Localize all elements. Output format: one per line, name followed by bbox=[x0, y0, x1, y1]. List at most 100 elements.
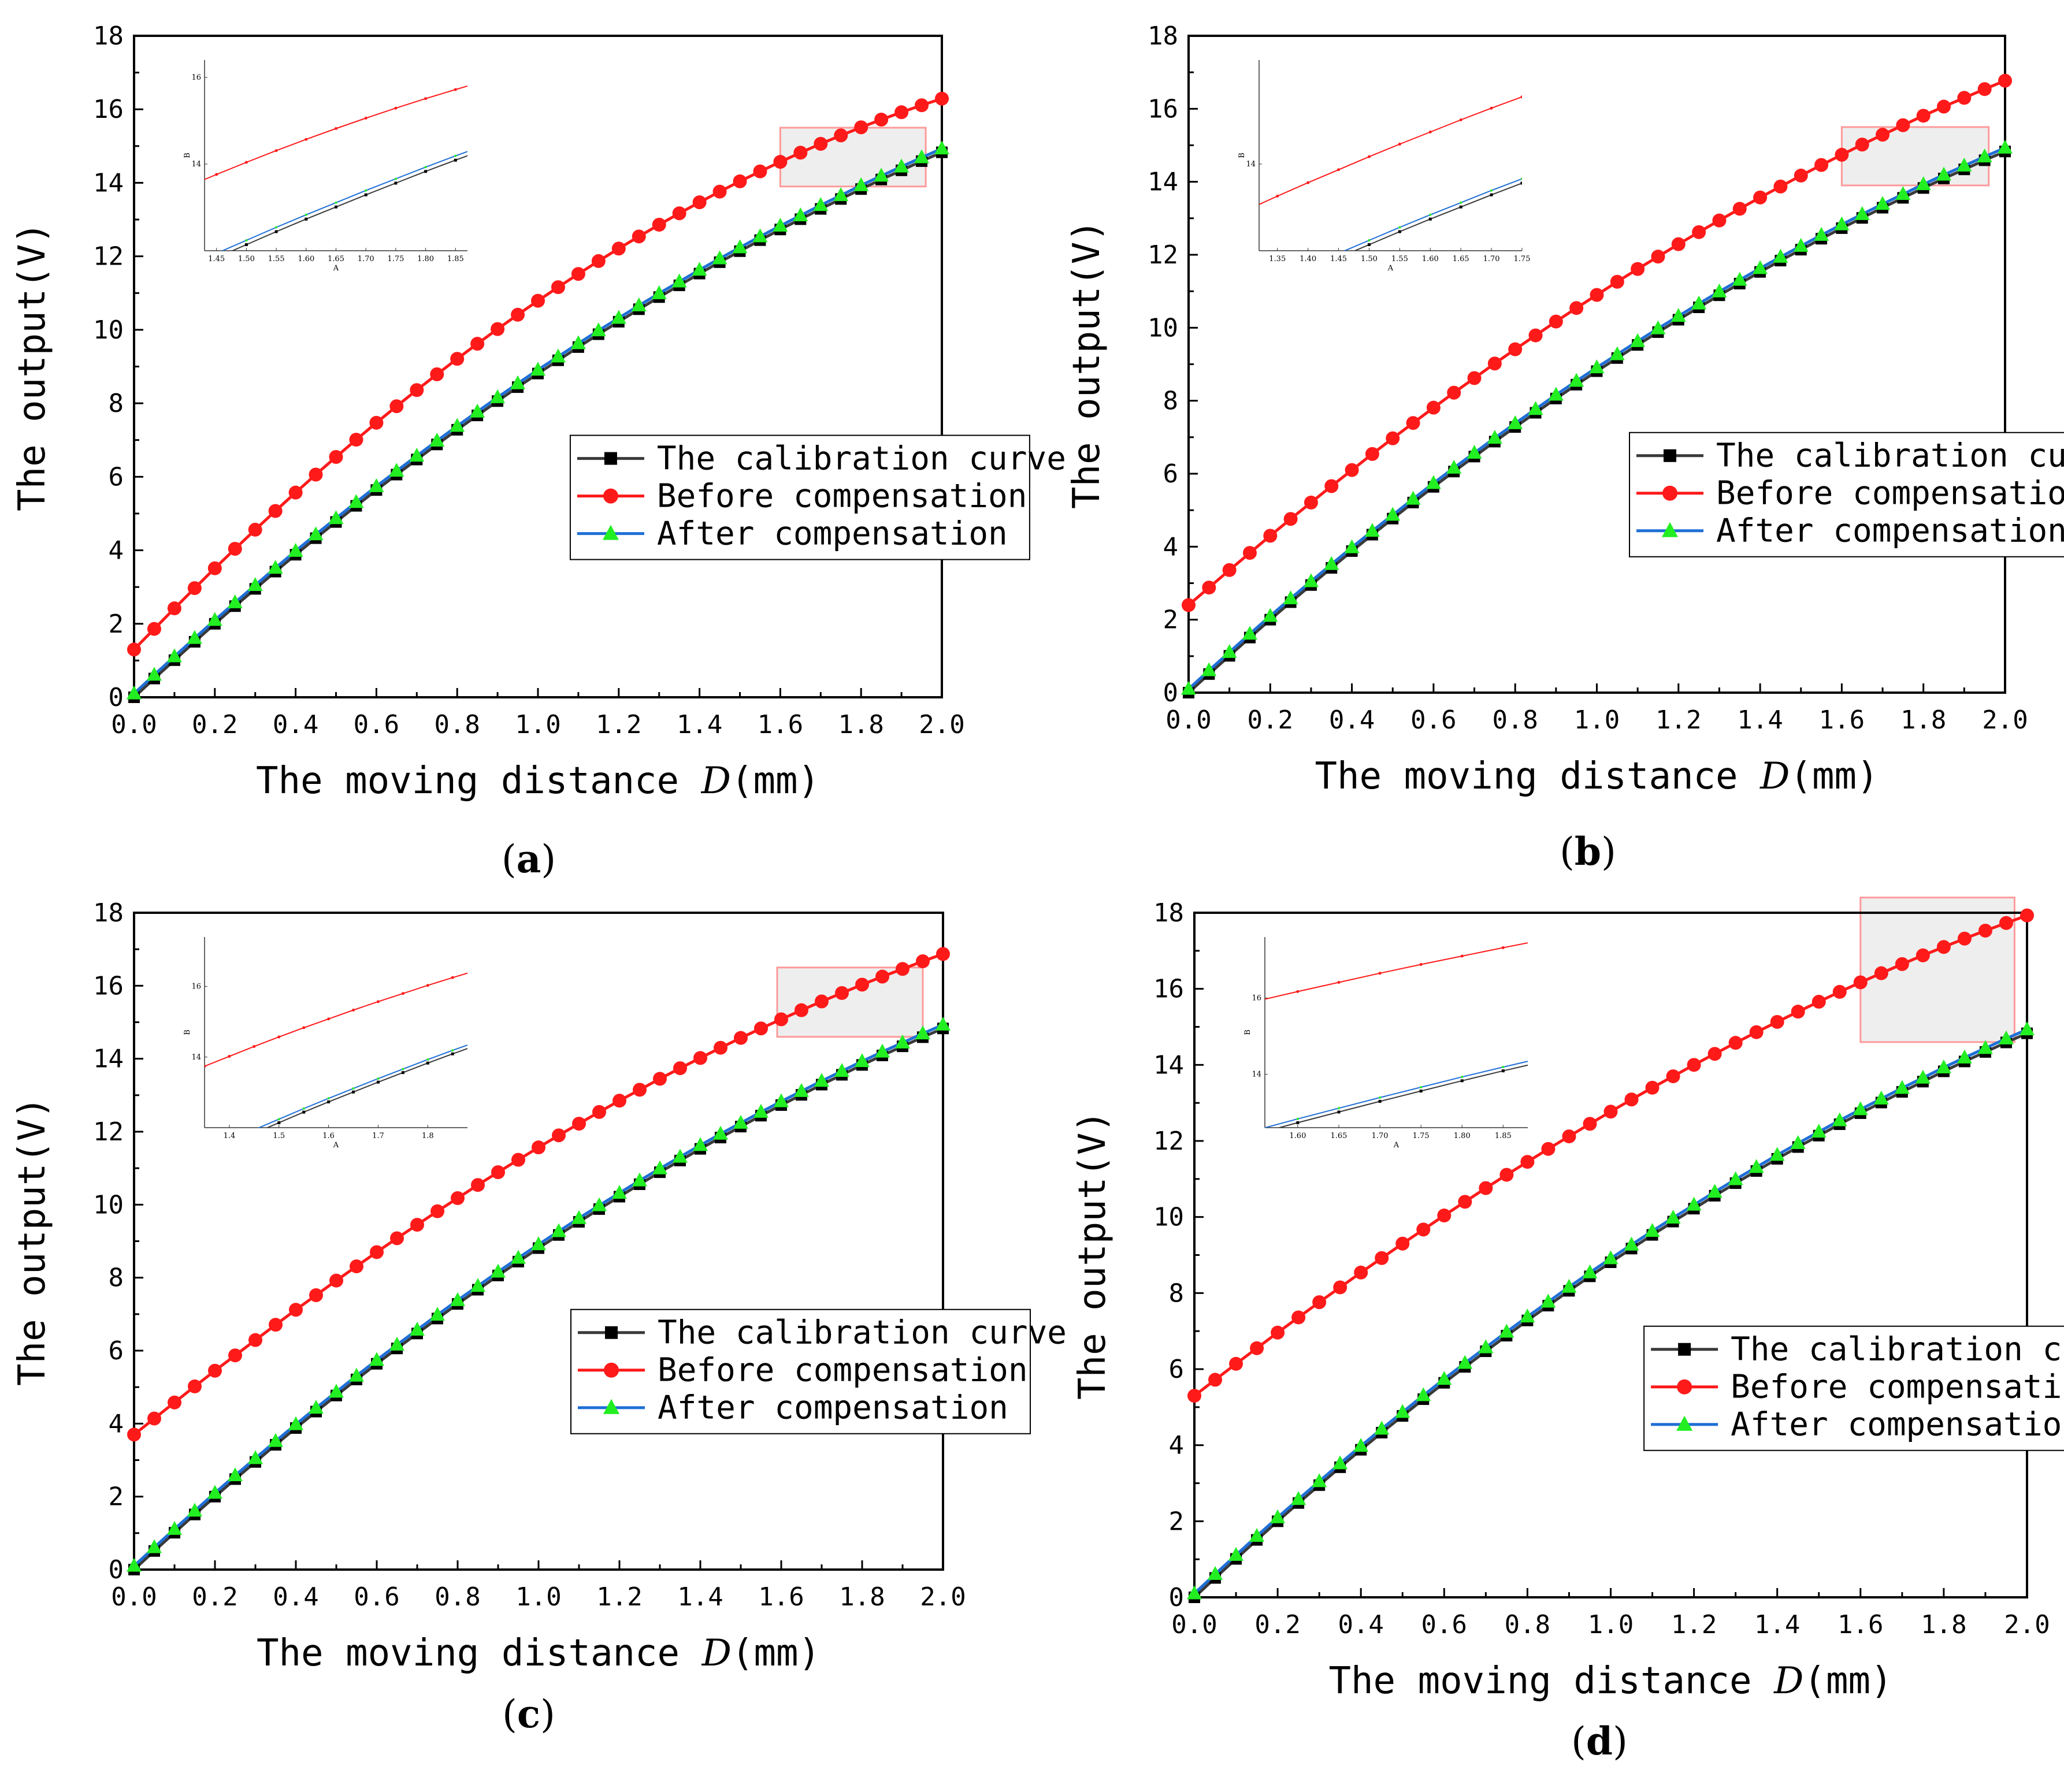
inset-point-circle bbox=[376, 1000, 380, 1003]
inset-point-square bbox=[228, 1143, 231, 1146]
data-point-circle bbox=[1957, 91, 1972, 105]
data-point-triangle bbox=[1478, 1339, 1494, 1354]
x-tick-label: 0.8 bbox=[1505, 1610, 1550, 1639]
data-point-triangle bbox=[1569, 373, 1584, 387]
data-point-triangle bbox=[1957, 157, 1972, 172]
data-point-triangle bbox=[2020, 1021, 2035, 1036]
inset-point-circle bbox=[1490, 106, 1493, 110]
inset-point-square bbox=[1543, 1060, 1546, 1063]
inset-point-square bbox=[1245, 298, 1248, 300]
inset-point-triangle bbox=[1420, 1086, 1423, 1089]
data-point-triangle bbox=[1324, 556, 1339, 570]
series-calibration-curve bbox=[128, 1023, 949, 1575]
data-point-circle bbox=[1753, 190, 1768, 205]
inset-point-square bbox=[179, 1165, 181, 1168]
data-point-circle bbox=[592, 1105, 606, 1119]
y-axis-title: The output(V) bbox=[1066, 220, 1108, 509]
chart-panel-d: 0.0 0.2 0.4 0.6 0.8 1.0 1.2 1.4 1.6 1.8 2.0 0 2 4 6 8 10… bbox=[1071, 897, 2064, 1764]
data-point-circle bbox=[1187, 1389, 1201, 1403]
data-point-triangle bbox=[1957, 1049, 1972, 1064]
data-point-circle bbox=[127, 642, 141, 657]
chart-panel-a: 0.0 0.2 0.4 0.6 0.8 1.0 1.2 1.4 1.6 1.8 2.0 0 2 4 6 8 10… bbox=[11, 21, 1066, 882]
data-point-circle bbox=[1406, 416, 1420, 430]
data-point-triangle bbox=[1873, 1090, 1889, 1105]
data-point-circle bbox=[1811, 995, 1826, 1009]
data-point-circle bbox=[1202, 581, 1216, 595]
x-tick-label: 1.8 bbox=[838, 710, 883, 739]
inset-point-square bbox=[327, 1100, 331, 1103]
inset-point-circle bbox=[1551, 84, 1554, 87]
data-point-triangle bbox=[268, 1433, 283, 1447]
data-point-circle bbox=[1583, 1117, 1597, 1131]
data-point-circle bbox=[754, 1021, 768, 1036]
legend-label: Before compensation bbox=[657, 478, 1027, 515]
data-point-triangle bbox=[1416, 1387, 1431, 1401]
inset-x-tick-label: 1.60 bbox=[298, 255, 314, 263]
inset-point-triangle bbox=[179, 1162, 181, 1165]
data-point-triangle bbox=[551, 1223, 566, 1237]
y-tick-label: 18 bbox=[1153, 898, 1184, 928]
data-point-circle bbox=[289, 1303, 303, 1317]
data-point-triangle bbox=[410, 1321, 425, 1336]
data-point-triangle bbox=[1540, 1293, 1556, 1308]
y-tick-label: 2 bbox=[1163, 605, 1179, 635]
data-point-circle bbox=[532, 1140, 545, 1155]
inset-series bbox=[1265, 942, 1546, 1128]
series-calibration-curve bbox=[128, 146, 948, 703]
inset-point-square bbox=[376, 1080, 380, 1084]
inset-x-label: A bbox=[333, 264, 339, 273]
data-point-circle bbox=[491, 322, 505, 336]
inset-x-tick-label: 1.65 bbox=[1453, 255, 1469, 263]
x-axis-title: The moving distance D(mm) bbox=[256, 760, 820, 802]
x-tick-label: 0.6 bbox=[1410, 705, 1456, 735]
inset-point-square bbox=[394, 181, 398, 185]
inset-x-tick-label: 1.70 bbox=[1483, 255, 1500, 263]
data-point-triangle bbox=[127, 685, 142, 700]
data-point-circle bbox=[814, 137, 828, 151]
inset-point-triangle bbox=[1276, 280, 1279, 282]
inset-point-square bbox=[352, 1090, 355, 1094]
inset-point-circle bbox=[1306, 181, 1310, 184]
data-point-triangle bbox=[591, 322, 606, 337]
data-point-triangle bbox=[1395, 1404, 1410, 1418]
inset-point-circle bbox=[401, 992, 404, 995]
y-tick-label: 18 bbox=[93, 898, 124, 928]
data-point-circle bbox=[389, 399, 404, 414]
data-point-triangle bbox=[612, 1185, 627, 1199]
inset-point-triangle bbox=[335, 201, 337, 204]
inset-zoom-plot: 1.4 1.5 1.6 1.7 1.8 14 16 A B bbox=[179, 937, 467, 1168]
legend-label: After compensation bbox=[657, 515, 1008, 553]
inset-point-circle bbox=[1245, 209, 1248, 211]
inset-point-circle bbox=[394, 106, 398, 110]
data-point-circle bbox=[1732, 202, 1747, 216]
panel-label: (b) bbox=[1560, 829, 1616, 874]
data-point-triangle bbox=[834, 1063, 849, 1077]
inset-x-tick-label: 1.60 bbox=[1289, 1132, 1306, 1140]
data-point-circle bbox=[329, 449, 343, 464]
data-point-triangle bbox=[167, 1520, 182, 1535]
panel-label: (c) bbox=[502, 1691, 555, 1737]
data-point-circle bbox=[268, 504, 283, 518]
data-point-triangle bbox=[1895, 186, 1911, 200]
data-point-circle bbox=[168, 1395, 181, 1410]
data-point-triangle bbox=[895, 1034, 910, 1049]
data-point-triangle bbox=[1520, 1308, 1535, 1323]
data-point-circle bbox=[1707, 1047, 1722, 1061]
y-tick-label: 14 bbox=[1153, 1050, 1184, 1080]
data-point-triangle bbox=[773, 217, 788, 232]
inset-x-tick-label: 1.65 bbox=[1330, 1132, 1347, 1140]
inset-x-tick-label: 1.80 bbox=[1454, 1132, 1471, 1140]
data-point-circle bbox=[935, 91, 949, 106]
data-point-circle bbox=[1479, 1181, 1493, 1195]
data-point-circle bbox=[1728, 1036, 1743, 1050]
data-point-circle bbox=[1590, 288, 1604, 302]
data-point-circle bbox=[1222, 563, 1237, 577]
panel-label-close: ) bbox=[541, 837, 556, 882]
inset-point-circle bbox=[228, 1055, 231, 1058]
data-point-triangle bbox=[187, 1503, 202, 1517]
inset-point-circle bbox=[179, 1075, 181, 1078]
data-point-circle bbox=[147, 622, 161, 636]
data-point-triangle bbox=[450, 418, 465, 432]
legend-label: Before compensation bbox=[1716, 475, 2064, 512]
inset-point-square bbox=[305, 217, 308, 221]
